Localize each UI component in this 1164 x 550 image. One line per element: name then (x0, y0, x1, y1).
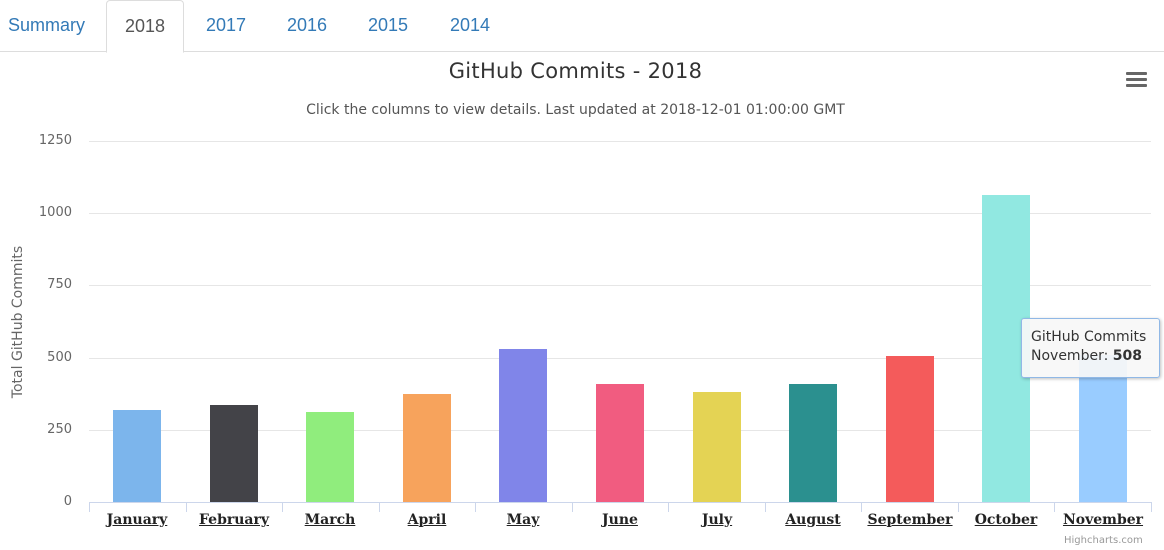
tooltip-category: November (1031, 348, 1104, 364)
tooltip-series: GitHub Commits (1031, 329, 1147, 345)
bar-february[interactable] (210, 405, 258, 502)
year-tabs: Summary 2018 2017 2016 2015 2014 (0, 0, 1164, 53)
gridline (89, 285, 1151, 286)
x-tick-label-october[interactable]: October (974, 512, 1038, 528)
x-tick-label-september[interactable]: September (867, 512, 953, 528)
x-tick-mark (1151, 502, 1152, 512)
x-tick-label-november[interactable]: November (1062, 512, 1144, 528)
bar-september[interactable] (886, 356, 934, 502)
tooltip-value: 508 (1112, 348, 1142, 364)
tab-2014[interactable]: 2014 (449, 15, 491, 35)
x-tick-mark (89, 502, 90, 512)
highcharts-credit-link[interactable]: Highcharts.com (1064, 535, 1143, 546)
hamburger-menu-icon[interactable] (1122, 68, 1150, 92)
bar-november[interactable] (1079, 355, 1127, 502)
y-axis-title: Total GitHub Commits (10, 245, 26, 399)
bar-june[interactable] (596, 384, 644, 502)
y-tick-label: 1000 (38, 205, 72, 220)
chart-subtitle: Click the columns to view details. Last … (306, 102, 845, 118)
bar-january[interactable] (113, 410, 161, 502)
bar-august[interactable] (789, 384, 837, 502)
x-tick-label-august[interactable]: August (785, 512, 841, 528)
x-tick-mark (1054, 502, 1055, 512)
x-tick-mark (765, 502, 766, 512)
tab-2018[interactable]: 2018 (106, 0, 184, 53)
y-tick-label: 500 (47, 350, 72, 365)
y-tick-label: 0 (63, 494, 72, 509)
x-tick-mark (379, 502, 380, 512)
y-tick-label: 250 (47, 422, 72, 437)
x-tick-label-january[interactable]: January (106, 512, 168, 528)
tab-2015[interactable]: 2015 (367, 15, 409, 35)
x-tick-mark (958, 502, 959, 512)
tab-2017[interactable]: 2017 (205, 15, 247, 35)
bar-july[interactable] (693, 392, 741, 502)
chart-title: GitHub Commits - 2018 (448, 59, 703, 83)
x-tick-label-july[interactable]: July (701, 512, 733, 528)
y-tick-label: 750 (47, 277, 72, 292)
chart-tooltip: GitHub Commits November: 508 (1021, 318, 1160, 378)
x-tick-mark (186, 502, 187, 512)
x-tick-label-april[interactable]: April (407, 512, 447, 528)
x-tick-label-february[interactable]: February (198, 512, 269, 528)
tab-summary[interactable]: Summary (8, 15, 86, 35)
gridline (89, 213, 1151, 214)
bar-april[interactable] (403, 394, 451, 502)
x-tick-label-june[interactable]: June (602, 512, 638, 528)
bar-march[interactable] (306, 412, 354, 502)
x-tick-label-may[interactable]: May (506, 512, 540, 528)
tooltip-point: November: 508 (1031, 348, 1142, 364)
x-tick-mark (572, 502, 573, 512)
x-tick-mark (282, 502, 283, 512)
gridline (89, 141, 1151, 142)
gridline (89, 358, 1151, 359)
x-tick-mark (668, 502, 669, 512)
y-tick-label: 1250 (38, 133, 72, 148)
bar-may[interactable] (499, 349, 547, 502)
x-tick-label-march[interactable]: March (304, 512, 356, 528)
x-tick-mark (861, 502, 862, 512)
x-axis-line (89, 502, 1151, 503)
tab-2016[interactable]: 2016 (286, 15, 328, 35)
x-tick-mark (475, 502, 476, 512)
